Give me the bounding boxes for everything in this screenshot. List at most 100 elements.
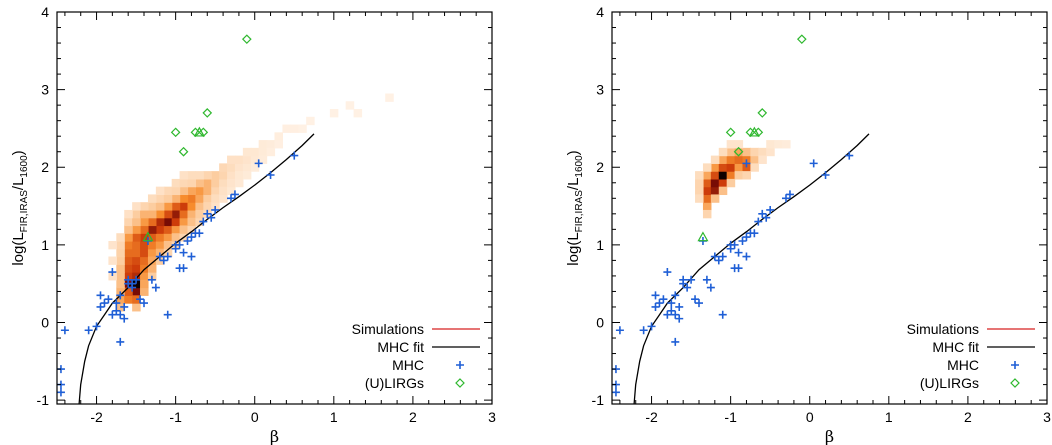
mhc-point <box>702 275 711 284</box>
heatmap-cell <box>211 178 220 188</box>
heatmap-cell <box>171 178 181 188</box>
mhc-point <box>199 217 208 226</box>
mhc-point <box>116 291 125 300</box>
lirg-diamond <box>241 34 252 45</box>
heatmap-cell <box>219 171 228 180</box>
y-tick-label: 4 <box>41 4 49 20</box>
mhc-point <box>112 299 121 308</box>
heatmap-cell <box>702 202 712 211</box>
heatmap-cell <box>266 147 276 157</box>
heatmap-cell <box>710 155 720 164</box>
heatmap-cell <box>140 248 149 258</box>
heatmap-cell <box>695 186 704 196</box>
heatmap-cell <box>179 178 189 188</box>
heatmap-cell <box>155 240 165 250</box>
mhc-point <box>758 209 767 218</box>
heatmap-cell <box>163 233 173 242</box>
heatmap-cell <box>116 233 125 242</box>
heatmap-cell <box>234 163 244 172</box>
x-axis-label: β <box>270 427 279 445</box>
heatmap-cell <box>171 186 181 196</box>
lirg-triangle <box>193 126 205 137</box>
mhc-point <box>290 151 299 160</box>
heatmap-cell <box>203 194 212 203</box>
mhc-point <box>821 171 830 180</box>
heatmap-cell <box>147 202 157 211</box>
mhc-point <box>100 299 109 308</box>
y-axis-label-subscript: 1600 <box>19 155 30 178</box>
mhc-point <box>96 302 105 311</box>
heatmap-cell <box>726 178 736 188</box>
mhc-point <box>663 268 672 277</box>
heatmap-cell <box>155 209 165 219</box>
heatmap-cell <box>274 140 284 149</box>
heatmap-cell <box>702 186 712 196</box>
heatmap-cell <box>758 155 767 164</box>
heatmap-cell <box>734 155 744 164</box>
mhc-point <box>718 310 727 319</box>
heatmap-cell <box>227 171 236 180</box>
heatmap-cell <box>187 178 197 188</box>
y-axis-label-subscript: 1600 <box>574 155 585 178</box>
heatmap-cell <box>132 240 141 250</box>
y-tick-label: 3 <box>41 82 49 98</box>
x-tick-label: -1 <box>724 409 737 425</box>
y-axis-label-part: /L <box>565 178 582 191</box>
legend-diamond-swatch <box>455 378 465 388</box>
heatmap-cell <box>171 209 181 219</box>
mhc-point <box>254 159 263 168</box>
left-panel: -2 -1 0 1 2 3 -1 0 1 2 3 4 β log(LFIR,IRAS/L1600) Simu… <box>10 4 496 445</box>
mhc-point <box>651 291 660 300</box>
heatmap-cell <box>163 217 173 227</box>
mhc-point <box>785 190 794 199</box>
x-tick-label: -2 <box>90 409 103 425</box>
heatmap-cell <box>147 256 157 265</box>
lirg-diamond <box>170 127 181 138</box>
heatmap-cell <box>132 225 141 234</box>
heatmap-cell <box>116 248 125 258</box>
heatmap-cell <box>132 279 141 289</box>
mhc-point <box>159 256 168 265</box>
mhc-point <box>695 299 703 308</box>
mhc-point <box>140 299 148 308</box>
heatmap-cell <box>282 124 291 133</box>
mhc-point <box>227 194 235 203</box>
heatmap-cell <box>171 225 181 234</box>
heatmap-cell <box>750 155 759 164</box>
heatmap-cell <box>234 155 244 164</box>
legend-label: MHC <box>392 357 424 373</box>
heatmap-cell <box>132 202 141 211</box>
mhc-point <box>230 190 239 199</box>
heatmap-cell <box>147 209 157 219</box>
mhc-point <box>667 299 676 308</box>
mhc-point <box>120 314 129 323</box>
heatmap-cell <box>179 171 189 180</box>
heatmap-cell <box>124 256 133 265</box>
heatmap-cell <box>124 287 133 296</box>
mhc-point <box>750 229 759 238</box>
heatmap-cell <box>195 186 204 196</box>
heatmap-cell <box>734 171 744 180</box>
heatmap-cell <box>140 279 149 289</box>
mhc-point <box>187 252 196 261</box>
mhc-point <box>738 236 747 245</box>
x-tick-label: -2 <box>645 409 658 425</box>
legend-label: MHC fit <box>932 339 979 355</box>
heatmap-cell <box>734 163 744 172</box>
heatmap-cell <box>195 178 204 188</box>
mhc-point <box>710 252 719 261</box>
heatmap-cell <box>219 163 228 172</box>
mhc-point <box>112 306 121 315</box>
heatmap-cell <box>140 217 149 227</box>
heatmap-cell <box>132 303 141 312</box>
mhc-point <box>714 256 723 265</box>
heatmap-cell <box>211 171 220 180</box>
heatmap-cell <box>195 209 204 219</box>
mhc-point <box>203 209 212 218</box>
heatmap-cell <box>242 147 252 157</box>
heatmap-cell <box>147 233 157 242</box>
mhc-point <box>128 279 137 288</box>
heatmap-cell <box>250 163 260 172</box>
y-tick-label: 2 <box>41 159 49 175</box>
